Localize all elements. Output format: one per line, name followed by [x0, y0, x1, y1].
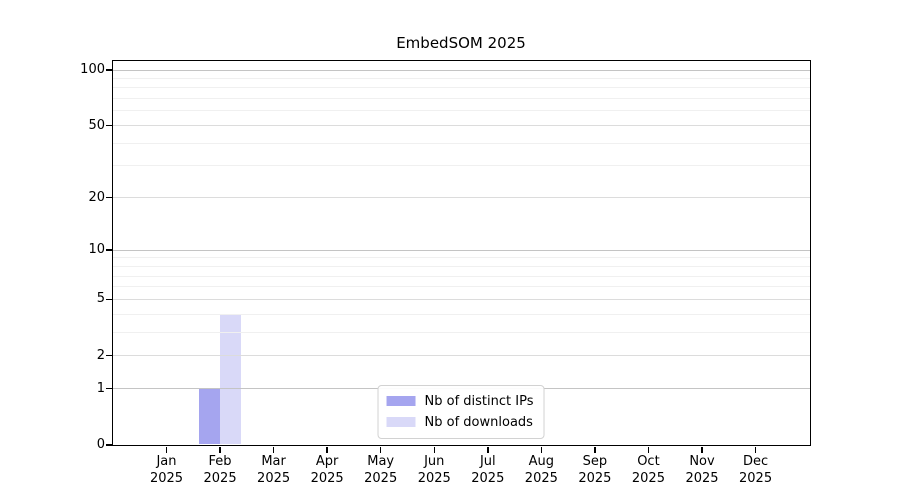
legend-label: Nb of distinct IPs	[424, 393, 534, 409]
y-tick-label: 2	[96, 347, 105, 363]
plot-area: Nb of distinct IPs Nb of downloads	[111, 59, 811, 446]
bar-nb-of-distinct-ips	[198, 388, 220, 445]
legend: Nb of distinct IPs Nb of downloads	[377, 384, 545, 439]
minor-gridline-y-70	[112, 98, 810, 100]
x-tick-mark	[326, 446, 328, 453]
y-tick-mark	[105, 387, 112, 390]
minor-gridline-y-30	[112, 165, 810, 167]
y-tick-mark	[105, 298, 112, 301]
legend-row: Nb of distinct IPs	[386, 391, 534, 412]
x-tick-label: Aug 2025	[524, 454, 558, 486]
y-tick-label: 20	[88, 189, 105, 205]
x-tick-label: Dec 2025	[739, 454, 773, 486]
minor-gridline-y-60	[112, 110, 810, 112]
gridline-y-5	[112, 298, 810, 300]
y-tick-mark	[105, 354, 112, 357]
x-tick-mark	[433, 446, 435, 453]
minor-gridline-y-4	[112, 313, 810, 315]
x-tick-label: Jan 2025	[149, 454, 184, 486]
x-tick-label: Jun 2025	[417, 454, 451, 486]
x-tick-mark	[701, 446, 703, 453]
x-tick-mark	[754, 446, 757, 453]
y-tick-label: 5	[96, 291, 105, 307]
x-tick-mark	[272, 446, 275, 453]
x-tick-label: May 2025	[364, 454, 398, 486]
y-tick-mark	[105, 196, 112, 199]
minor-gridline-y-3	[112, 331, 810, 333]
x-tick-label: Nov 2025	[685, 454, 719, 486]
y-tick-label: 1	[96, 380, 105, 396]
minor-gridline-y-8	[112, 265, 810, 267]
x-tick-label: Sep 2025	[578, 454, 612, 486]
x-tick-label: Oct 2025	[631, 454, 665, 486]
y-tick-mark	[105, 124, 112, 127]
minor-gridline-y-9	[112, 257, 810, 259]
x-tick-mark	[647, 446, 650, 453]
x-tick-mark	[594, 446, 596, 453]
x-tick-label: Feb 2025	[203, 454, 237, 486]
x-tick-mark	[540, 446, 543, 453]
x-tick-label: Mar 2025	[257, 454, 291, 486]
minor-gridline-y-6	[112, 286, 810, 288]
chart-title: EmbedSOM 2025	[396, 34, 526, 52]
minor-gridline-y-7	[112, 275, 810, 277]
x-tick-mark	[219, 446, 221, 453]
minor-gridline-y-80	[112, 87, 810, 89]
bar-nb-of-downloads	[219, 313, 241, 445]
minor-gridline-y-90	[112, 77, 810, 79]
gridline-y-2	[112, 355, 810, 357]
legend-row: Nb of downloads	[386, 412, 534, 433]
x-tick-mark	[379, 446, 382, 453]
gridline-y-100	[112, 69, 810, 71]
gridline-y-50	[112, 125, 810, 127]
x-tick-label: Jul 2025	[471, 454, 505, 486]
legend-swatch	[386, 417, 416, 427]
minor-gridline-y-40	[112, 142, 810, 144]
x-tick-label: Apr 2025	[310, 454, 344, 486]
gridline-y-20	[112, 197, 810, 199]
y-tick-label: 0	[96, 437, 105, 452]
x-tick-mark	[165, 446, 168, 453]
gridline-y-10	[112, 249, 810, 251]
x-tick-mark	[487, 446, 489, 453]
y-tick-mark	[105, 444, 112, 446]
y-tick-label: 50	[88, 117, 105, 133]
y-tick-label: 10	[88, 242, 105, 258]
legend-label: Nb of downloads	[424, 414, 533, 430]
y-tick-label: 100	[80, 62, 105, 77]
legend-swatch	[386, 396, 416, 406]
y-tick-mark	[105, 249, 112, 251]
y-tick-mark	[105, 69, 112, 71]
